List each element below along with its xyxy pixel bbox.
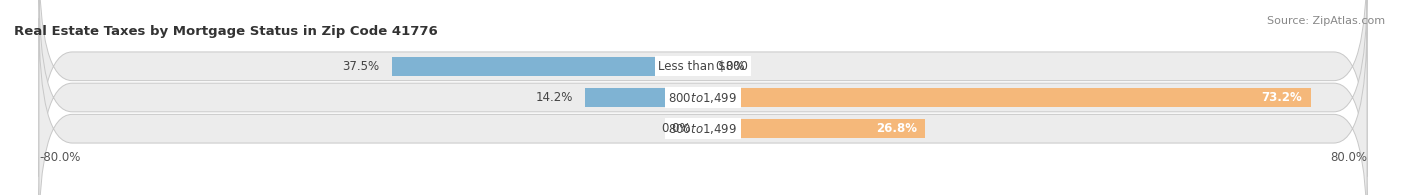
Text: 0.0%: 0.0% bbox=[661, 122, 690, 135]
Text: Real Estate Taxes by Mortgage Status in Zip Code 41776: Real Estate Taxes by Mortgage Status in … bbox=[14, 25, 437, 38]
Bar bbox=[585, 88, 703, 107]
Text: 14.2%: 14.2% bbox=[536, 91, 572, 104]
FancyBboxPatch shape bbox=[39, 0, 1367, 177]
FancyBboxPatch shape bbox=[39, 0, 1367, 195]
FancyBboxPatch shape bbox=[39, 18, 1367, 195]
Legend: Without Mortgage, With Mortgage: Without Mortgage, With Mortgage bbox=[581, 191, 825, 195]
Bar bbox=[703, 88, 1310, 107]
Text: $800 to $1,499: $800 to $1,499 bbox=[668, 90, 738, 105]
Text: Source: ZipAtlas.com: Source: ZipAtlas.com bbox=[1267, 16, 1385, 26]
Text: 26.8%: 26.8% bbox=[876, 122, 917, 135]
Text: $800 to $1,499: $800 to $1,499 bbox=[668, 122, 738, 136]
Text: 80.0%: 80.0% bbox=[1330, 151, 1367, 164]
Text: Less than $800: Less than $800 bbox=[658, 60, 748, 73]
Text: 0.0%: 0.0% bbox=[716, 60, 745, 73]
Text: 37.5%: 37.5% bbox=[342, 60, 380, 73]
Bar bbox=[703, 119, 925, 138]
Bar bbox=[392, 57, 703, 76]
Text: -80.0%: -80.0% bbox=[39, 151, 80, 164]
Text: 73.2%: 73.2% bbox=[1261, 91, 1302, 104]
